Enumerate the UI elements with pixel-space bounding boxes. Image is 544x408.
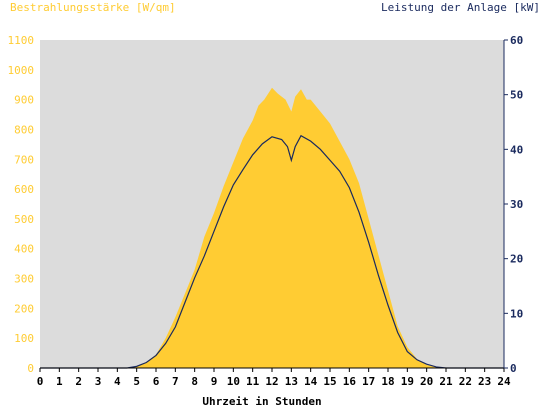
y-left-tick-label: 400: [14, 243, 34, 256]
y-right-tick-label: 20: [510, 253, 523, 266]
x-tick-label: 22: [459, 375, 472, 388]
x-tick-label: 19: [401, 375, 414, 388]
y-right-tick-label: 10: [510, 307, 523, 320]
x-tick-label: 7: [172, 375, 179, 388]
x-tick-label: 14: [304, 375, 318, 388]
x-tick-label: 11: [246, 375, 260, 388]
y-right-tick-label: 60: [510, 34, 523, 47]
x-tick-label: 4: [114, 375, 121, 388]
y-right-tick-label: 40: [510, 143, 523, 156]
x-tick-label: 0: [37, 375, 44, 388]
right-axis-ticks: 0 10 20 30 40 50 60: [504, 34, 523, 375]
x-tick-label: 23: [478, 375, 491, 388]
left-axis-ticks: 0 100 200 300 400 500 600 700 800 900 1000 1100: [8, 34, 35, 375]
y-left-tick-label: 0: [27, 362, 34, 375]
x-tick-label: 1: [56, 375, 63, 388]
y-left-tick-label: 200: [14, 302, 34, 315]
x-tick-label: 15: [323, 375, 336, 388]
x-tick-label: 5: [133, 375, 140, 388]
x-tick-label: 24: [497, 375, 511, 388]
y-right-tick-label: 50: [510, 89, 523, 102]
x-tick-label: 12: [265, 375, 278, 388]
left-axis-title: Bestrahlungsstärke [W/qm]: [10, 1, 176, 14]
x-tick-label: 16: [343, 375, 357, 388]
y-left-tick-label: 500: [14, 213, 34, 226]
y-left-tick-label: 600: [14, 183, 34, 196]
irradiance-area: [40, 87, 504, 369]
x-tick-label: 21: [439, 375, 453, 388]
y-left-tick-label: 700: [14, 153, 34, 166]
x-tick-label: 13: [285, 375, 298, 388]
x-axis-ticks: 0 1 2 3 4 5 6 7 8 9 10 11 12 13 14 15 16 17 18 19 20 21 22 23 24: [37, 368, 511, 388]
x-tick-label: 17: [362, 375, 375, 388]
y-right-tick-label: 0: [510, 362, 517, 375]
x-tick-label: 20: [420, 375, 433, 388]
x-tick-label: 18: [381, 375, 394, 388]
y-left-tick-label: 100: [14, 332, 34, 345]
x-axis-title: Uhrzeit in Stunden: [202, 395, 321, 408]
x-tick-label: 2: [75, 375, 82, 388]
y-left-tick-label: 1000: [8, 64, 35, 77]
x-tick-label: 10: [227, 375, 240, 388]
y-left-tick-label: 900: [14, 94, 34, 107]
y-left-tick-label: 300: [14, 273, 34, 286]
x-tick-label: 3: [95, 375, 102, 388]
y-right-tick-label: 30: [510, 198, 523, 211]
x-tick-label: 6: [153, 375, 160, 388]
x-tick-label: 8: [191, 375, 198, 388]
x-tick-label: 9: [211, 375, 218, 388]
y-left-tick-label: 1100: [8, 34, 35, 47]
power-line: [40, 134, 504, 369]
y-left-tick-label: 800: [14, 123, 34, 136]
right-axis-title: Leistung der Anlage [kW]: [381, 1, 540, 14]
